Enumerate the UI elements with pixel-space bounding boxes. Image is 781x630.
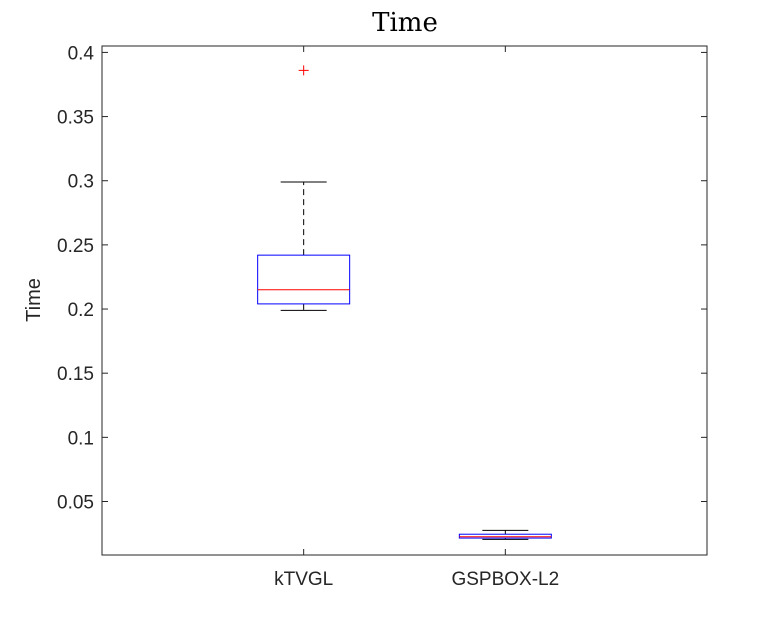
y-tick-label: 0.2 — [68, 300, 94, 321]
interquartile-box — [257, 254, 351, 305]
y-tick-label: 0.15 — [57, 364, 94, 385]
y-tick-label: 0.3 — [68, 172, 94, 193]
plot-area-frame — [101, 45, 708, 556]
y-axis-label: Time — [23, 278, 45, 322]
x-tick-label: GSPBOX-L2 — [451, 569, 559, 590]
axis-ticks: 0.05 0.1 0.15 0.2 0.25 0.3 0.35 0.4 kTVGL GSPBOX-… — [57, 43, 707, 590]
y-tick-label: 0.1 — [68, 428, 94, 449]
x-tick-label: kTVGL — [274, 569, 333, 590]
interquartile-box — [458, 533, 552, 539]
y-tick-label: 0.4 — [68, 43, 95, 64]
y-tick-label: 0.25 — [57, 236, 94, 257]
y-tick-label: 0.05 — [57, 492, 94, 513]
box-group-ktvgl — [257, 65, 351, 311]
y-tick-label: 0.35 — [57, 108, 94, 129]
box-plot-series — [257, 65, 552, 540]
outlier-marker — [298, 65, 309, 76]
chart-title: Time — [372, 8, 438, 38]
box-group-gspbox-l2 — [458, 529, 552, 540]
